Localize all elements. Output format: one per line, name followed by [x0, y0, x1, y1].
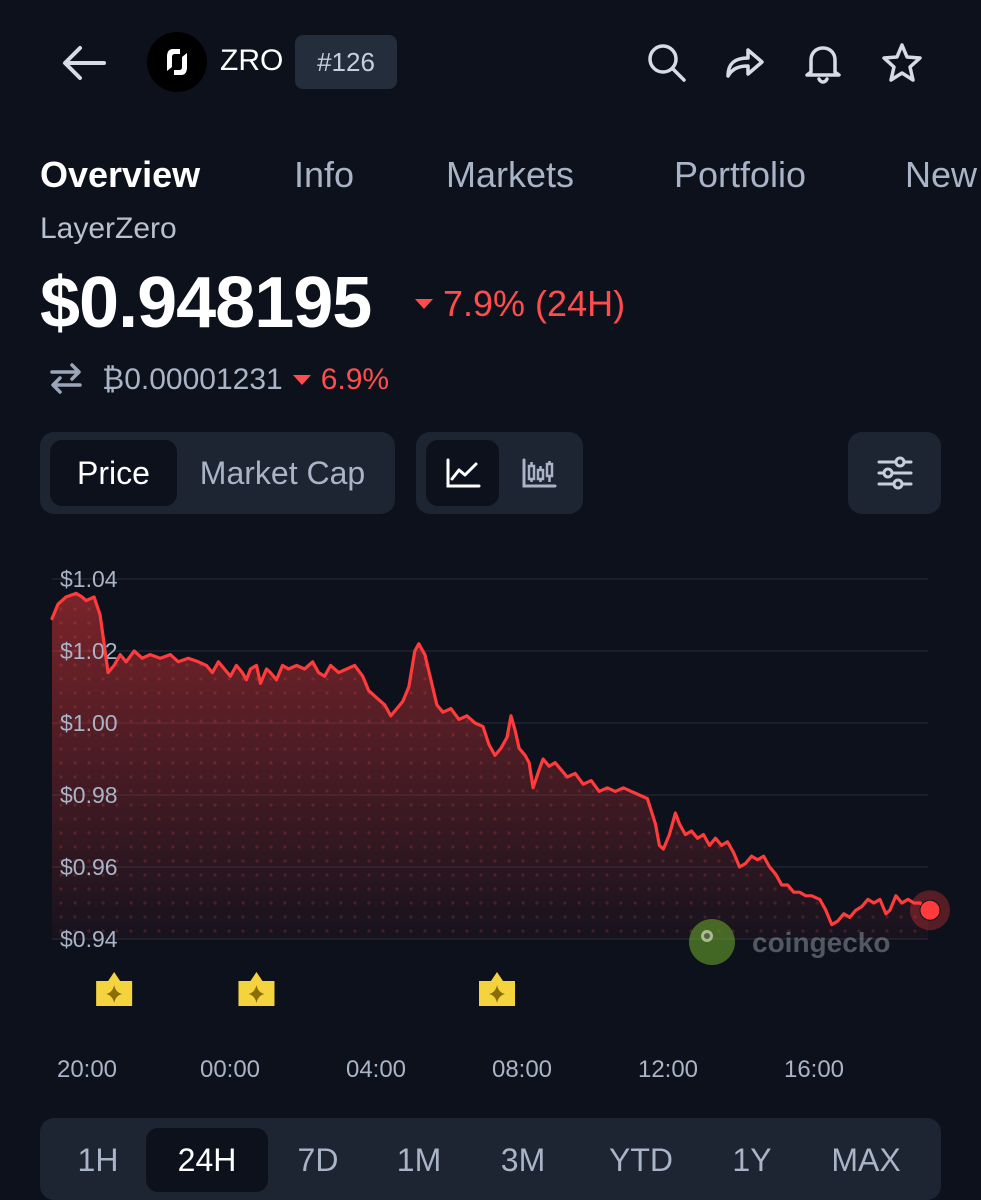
x-tick-label: 08:00	[492, 1056, 552, 1083]
area-dot-pattern	[52, 593, 928, 939]
range-max-button[interactable]: MAX	[831, 1141, 901, 1178]
x-tick-label: 20:00	[57, 1056, 117, 1083]
x-axis-labels: 20:00 00:00 04:00 08:00 12:00 16:00	[57, 1056, 844, 1083]
tab-news[interactable]: New	[905, 154, 978, 195]
btc-price-row: ₿0.00001231 6.9%	[48, 358, 389, 402]
back-arrow-icon[interactable]	[58, 38, 110, 88]
coin-logo	[147, 32, 207, 92]
rank-badge: #126	[295, 35, 397, 89]
current-price-dot	[919, 899, 941, 921]
price-chart[interactable]: $1.04 $1.02 $1.00 $0.98 $0.96 $0.94 coingecko…	[40, 560, 950, 1090]
price-change-24h: 7.9% (24H)	[415, 283, 625, 325]
y-tick-label: $1.02	[60, 638, 118, 664]
event-marker-icon	[238, 972, 275, 1006]
y-tick-label: $0.96	[60, 854, 118, 880]
event-markers	[96, 972, 516, 1006]
event-marker-icon	[479, 972, 516, 1006]
chart-type-toggle: Price Market Cap	[40, 432, 395, 514]
tab-portfolio[interactable]: Portfolio	[674, 154, 807, 195]
btc-price: ₿0.00001231	[102, 363, 283, 396]
event-marker-icon	[96, 972, 133, 1006]
coin-symbol: ZRO	[220, 44, 284, 77]
y-tick-label: $1.04	[60, 566, 118, 592]
swap-icon[interactable]	[48, 360, 84, 401]
x-tick-label: 04:00	[346, 1056, 406, 1083]
chart-style-toggle	[416, 432, 583, 514]
y-tick-label: $0.98	[60, 782, 118, 808]
y-tick-label: $1.00	[60, 710, 118, 736]
range-1m-button[interactable]: 1M	[396, 1141, 442, 1178]
x-tick-label: 16:00	[784, 1056, 844, 1083]
range-3m-button[interactable]: 3M	[500, 1141, 546, 1178]
price-change-text: 7.9% (24H)	[443, 283, 626, 324]
x-tick-label: 00:00	[200, 1056, 260, 1083]
line-chart-icon[interactable]	[426, 440, 499, 506]
sparkle-icon	[248, 985, 265, 1003]
down-triangle-icon	[415, 299, 433, 309]
bell-icon[interactable]	[799, 38, 847, 86]
sparkle-icon	[489, 985, 506, 1003]
tab-markets[interactable]: Markets	[446, 154, 575, 195]
sliders-icon[interactable]	[858, 440, 931, 506]
chart-area	[52, 593, 928, 939]
tab-info[interactable]: Info	[294, 154, 355, 195]
coingecko-watermark: coingecko	[689, 919, 890, 965]
watermark-text: coingecko	[752, 927, 890, 958]
top-bar: ZRO #126	[0, 0, 981, 125]
price-toggle-button[interactable]: Price	[50, 440, 177, 506]
btc-change: 6.9%	[292, 363, 390, 397]
chart-settings-button[interactable]	[848, 432, 941, 514]
range-1y-button[interactable]: 1Y	[732, 1141, 772, 1178]
share-icon[interactable]	[720, 38, 768, 86]
btc-change-text: 6.9%	[320, 363, 390, 396]
section-tabs: Overview Info Markets Portfolio New	[0, 150, 981, 210]
range-1h-button[interactable]: 1H	[77, 1141, 119, 1178]
price-line	[50, 591, 950, 931]
candlestick-icon[interactable]	[502, 440, 575, 506]
down-triangle-icon	[292, 375, 311, 385]
star-icon[interactable]	[878, 38, 926, 86]
coin-name: LayerZero	[40, 212, 177, 244]
y-tick-label: $0.94	[60, 926, 118, 952]
market-cap-toggle-button[interactable]: Market Cap	[199, 454, 366, 491]
price-line-path	[50, 591, 930, 927]
search-icon[interactable]	[642, 38, 690, 86]
range-ytd-button[interactable]: YTD	[609, 1141, 673, 1178]
time-range-selector: 1H 24H 7D 1M 3M YTD 1Y MAX	[40, 1118, 941, 1200]
sparkle-icon	[106, 985, 123, 1003]
range-7d-button[interactable]: 7D	[297, 1141, 339, 1178]
tab-overview[interactable]: Overview	[40, 154, 201, 195]
y-axis-labels: $1.04 $1.02 $1.00 $0.98 $0.96 $0.94	[60, 566, 118, 952]
price-value: $0.948195	[40, 263, 372, 343]
x-tick-label: 12:00	[638, 1056, 698, 1083]
range-24h-button[interactable]: 24H	[146, 1128, 268, 1192]
